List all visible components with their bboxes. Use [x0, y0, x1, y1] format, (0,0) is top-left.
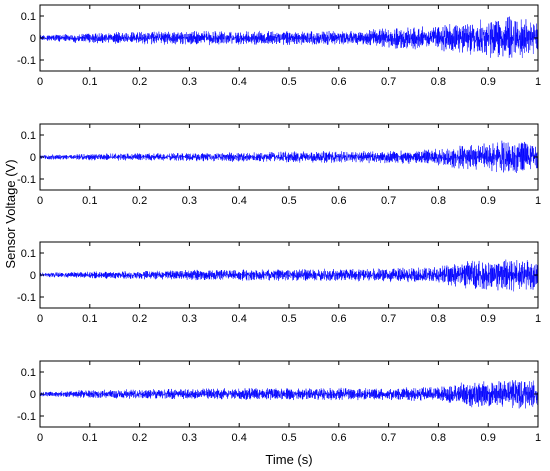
x-tick-label: 0.8	[431, 76, 446, 88]
x-tick-label: 1	[535, 195, 541, 207]
x-tick-label: 0.9	[481, 313, 496, 325]
x-tick-label: 0.1	[82, 313, 97, 325]
y-tick-label: 0	[30, 270, 36, 282]
subplot-3: 0 0.1 0.2 0.3 0.4 0.5 0.6 0.7 0.8 0.9 10.10-0.1	[17, 241, 541, 325]
x-tick-label: 0.3	[182, 195, 197, 207]
x-tick-label: 0.7	[381, 432, 396, 444]
x-tick-label: 0.6	[331, 76, 346, 88]
x-tick-label: 0.5	[281, 195, 296, 207]
signal-series-2	[40, 140, 538, 173]
subplot-1: 0 0.1 0.2 0.3 0.4 0.5 0.6 0.7 0.8 0.9 10.10-0.1	[17, 4, 541, 88]
x-tick-label: 0	[37, 313, 43, 325]
x-tick-label: 0.1	[82, 432, 97, 444]
x-tick-label: 0.7	[381, 76, 396, 88]
x-tick-label: 0.2	[132, 432, 147, 444]
x-tick-label: 0.6	[331, 432, 346, 444]
x-tick-label: 0.4	[232, 195, 247, 207]
x-tick-label: 0.6	[331, 313, 346, 325]
y-tick-label: -0.1	[17, 292, 36, 304]
y-tick-label: 0	[30, 152, 36, 164]
x-tick-label: 0.3	[182, 313, 197, 325]
x-tick-label: 0.4	[232, 76, 247, 88]
y-tick-label: -0.1	[17, 411, 36, 423]
y-tick-label: -0.1	[17, 55, 36, 67]
y-tick-label: -0.1	[17, 174, 36, 186]
x-tick-label: 1	[535, 432, 541, 444]
signal-series-1	[40, 16, 538, 59]
x-tick-label: 0.7	[381, 195, 396, 207]
y-tick-label: 0.1	[21, 130, 36, 142]
x-tick-label: 0.9	[481, 195, 496, 207]
x-tick-label: 0.6	[331, 195, 346, 207]
y-tick-label: 0.1	[21, 248, 36, 260]
x-tick-label: 0.3	[182, 432, 197, 444]
x-tick-label: 0.9	[481, 76, 496, 88]
subplot-4: 0 0.1 0.2 0.3 0.4 0.5 0.6 0.7 0.8 0.9 10.10-0.1	[17, 360, 541, 444]
subplots-layer: 0 0.1 0.2 0.3 0.4 0.5 0.6 0.7 0.8 0.9 10.10-0.10 0.…	[17, 4, 541, 444]
x-tick-label: 0.2	[132, 195, 147, 207]
y-tick-label: 0.1	[21, 367, 36, 379]
y-axis-label: Sensor Voltage (V)	[3, 159, 18, 268]
x-tick-label: 0.5	[281, 76, 296, 88]
x-tick-label: 0	[37, 195, 43, 207]
x-tick-label: 0.5	[281, 313, 296, 325]
y-tick-label: 0	[30, 33, 36, 45]
subplot-2: 0 0.1 0.2 0.3 0.4 0.5 0.6 0.7 0.8 0.9 10.10-0.1	[17, 123, 541, 207]
x-tick-label: 0.2	[132, 313, 147, 325]
y-tick-label: 0.1	[21, 11, 36, 23]
x-tick-label: 0.7	[381, 313, 396, 325]
x-tick-label: 0.3	[182, 76, 197, 88]
x-tick-label: 0.1	[82, 76, 97, 88]
x-tick-label: 0	[37, 76, 43, 88]
x-tick-label: 0.2	[132, 76, 147, 88]
x-tick-label: 0.4	[232, 432, 247, 444]
x-tick-label: 0	[37, 432, 43, 444]
x-tick-label: 0.8	[431, 432, 446, 444]
x-tick-label: 0.8	[431, 313, 446, 325]
x-tick-label: 1	[535, 313, 541, 325]
x-tick-label: 0.4	[232, 313, 247, 325]
y-tick-label: 0	[30, 389, 36, 401]
x-tick-label: 0.8	[431, 195, 446, 207]
x-tick-label: 0.9	[481, 432, 496, 444]
x-tick-label: 0.1	[82, 195, 97, 207]
signal-series-4	[40, 380, 538, 409]
x-axis-label: Time (s)	[265, 452, 312, 467]
x-tick-label: 1	[535, 76, 541, 88]
x-tick-label: 0.5	[281, 432, 296, 444]
signal-series-3	[40, 259, 538, 292]
